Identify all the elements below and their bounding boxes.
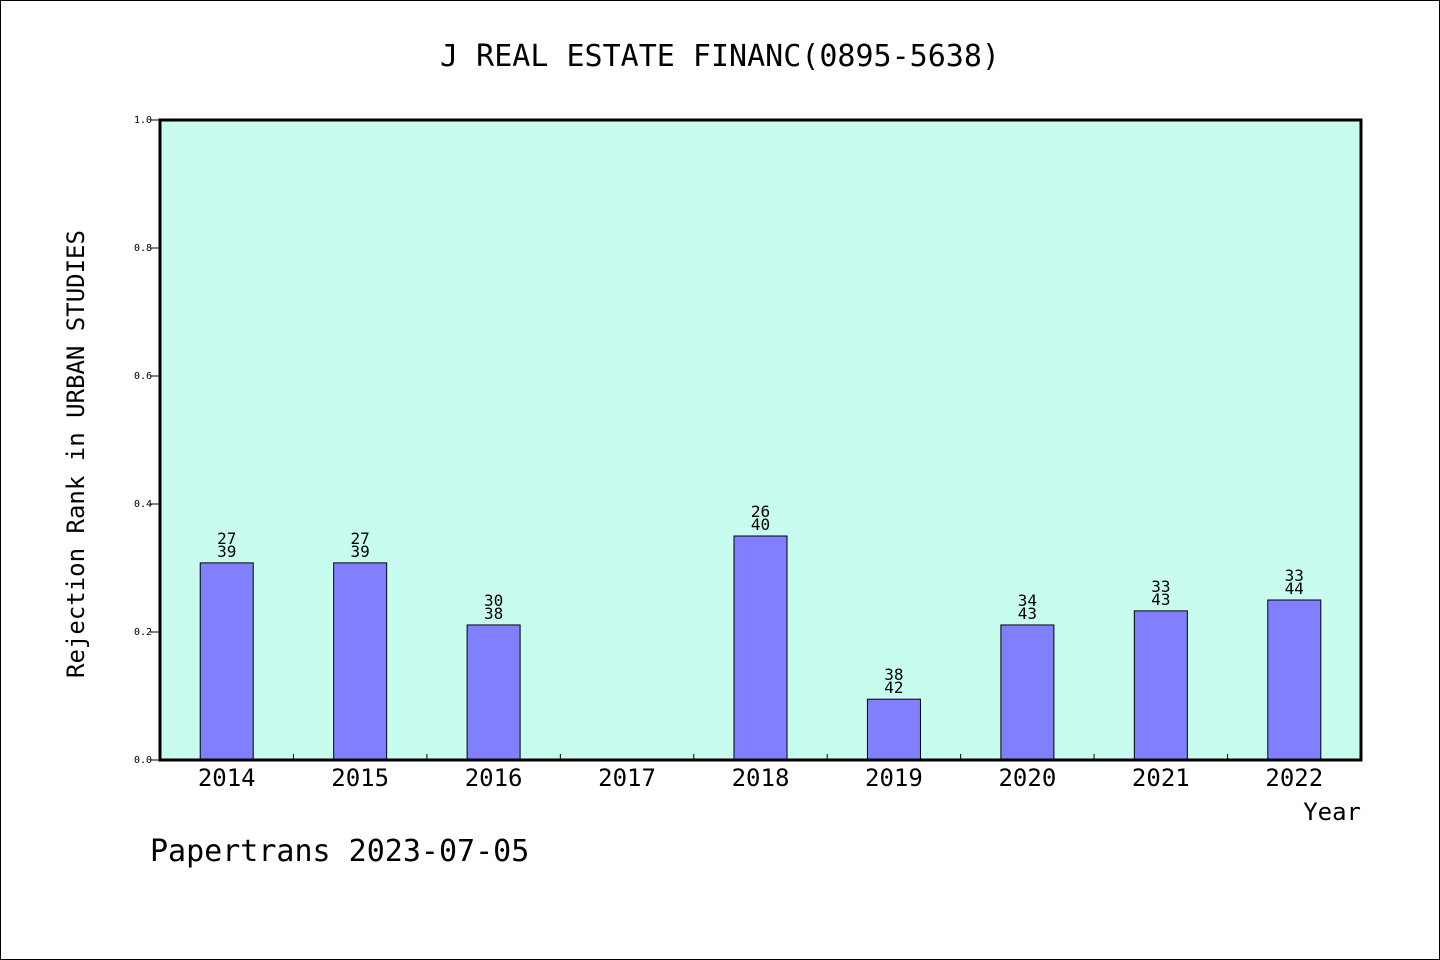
y-axis-label: Rejection Rank in URBAN STUDIES <box>62 230 90 678</box>
bar-2018 <box>733 535 788 761</box>
bar-label-top: 27 <box>351 529 370 548</box>
bar-label-top: 33 <box>1285 566 1304 585</box>
bar-label-bottom: 39 <box>217 542 236 561</box>
x-tick-label: 2015 <box>331 764 389 792</box>
plot-border <box>158 118 1363 762</box>
bar-label-top: 30 <box>484 591 503 610</box>
y-tick-label: 1.0 <box>134 115 152 126</box>
bar-2019 <box>866 698 921 761</box>
x-tick-label: 2014 <box>198 764 256 792</box>
y-tick-label: 0.6 <box>134 371 152 382</box>
x-tick-label: 2019 <box>865 764 923 792</box>
y-tick-label: 0.0 <box>134 755 152 766</box>
x-tick-label: 2021 <box>1132 764 1190 792</box>
bar-label-bottom: 43 <box>1018 604 1037 623</box>
bar-label-top: 27 <box>217 529 236 548</box>
y-tick-label: 0.2 <box>134 627 152 638</box>
bar-label-top: 34 <box>1018 591 1037 610</box>
bar-2021 <box>1133 610 1188 761</box>
y-tick-label: 0.4 <box>134 499 152 510</box>
chart-title: J REAL ESTATE FINANC(0895-5638) <box>440 39 1000 74</box>
x-tick-label: 2022 <box>1265 764 1323 792</box>
bar-label-top: 38 <box>884 665 903 684</box>
bar-2016 <box>466 624 521 761</box>
bar-label-bottom: 39 <box>351 542 370 561</box>
x-tick-label: 2016 <box>465 764 523 792</box>
x-tick-label: 2020 <box>998 764 1056 792</box>
bar-label-bottom: 40 <box>751 515 770 534</box>
x-axis: 2014 2015 2016 2017 2018 2019 2020 2021 2022 <box>198 754 1323 792</box>
bar-label-top: 33 <box>1151 577 1170 596</box>
bar-2014 <box>199 562 254 761</box>
x-tick-label: 2017 <box>598 764 656 792</box>
y-tick-label: 0.8 <box>134 243 152 254</box>
bar-2020 <box>1000 624 1055 761</box>
bar-label-bottom: 38 <box>484 604 503 623</box>
x-axis-label: Year <box>1303 798 1361 826</box>
y-axis: 0.0 0.2 0.4 0.6 0.8 1.0 <box>134 115 160 766</box>
bar-label-bottom: 43 <box>1151 590 1170 609</box>
bar-2022 <box>1267 599 1322 761</box>
footer-credit: Papertrans 2023-07-05 <box>150 834 530 869</box>
bar-label-top: 26 <box>751 502 770 521</box>
x-tick-label: 2018 <box>732 764 790 792</box>
bar-label-bottom: 42 <box>884 678 903 697</box>
bar-2015 <box>333 562 388 761</box>
bar-label-bottom: 44 <box>1285 579 1304 598</box>
bar-series <box>199 535 1322 761</box>
